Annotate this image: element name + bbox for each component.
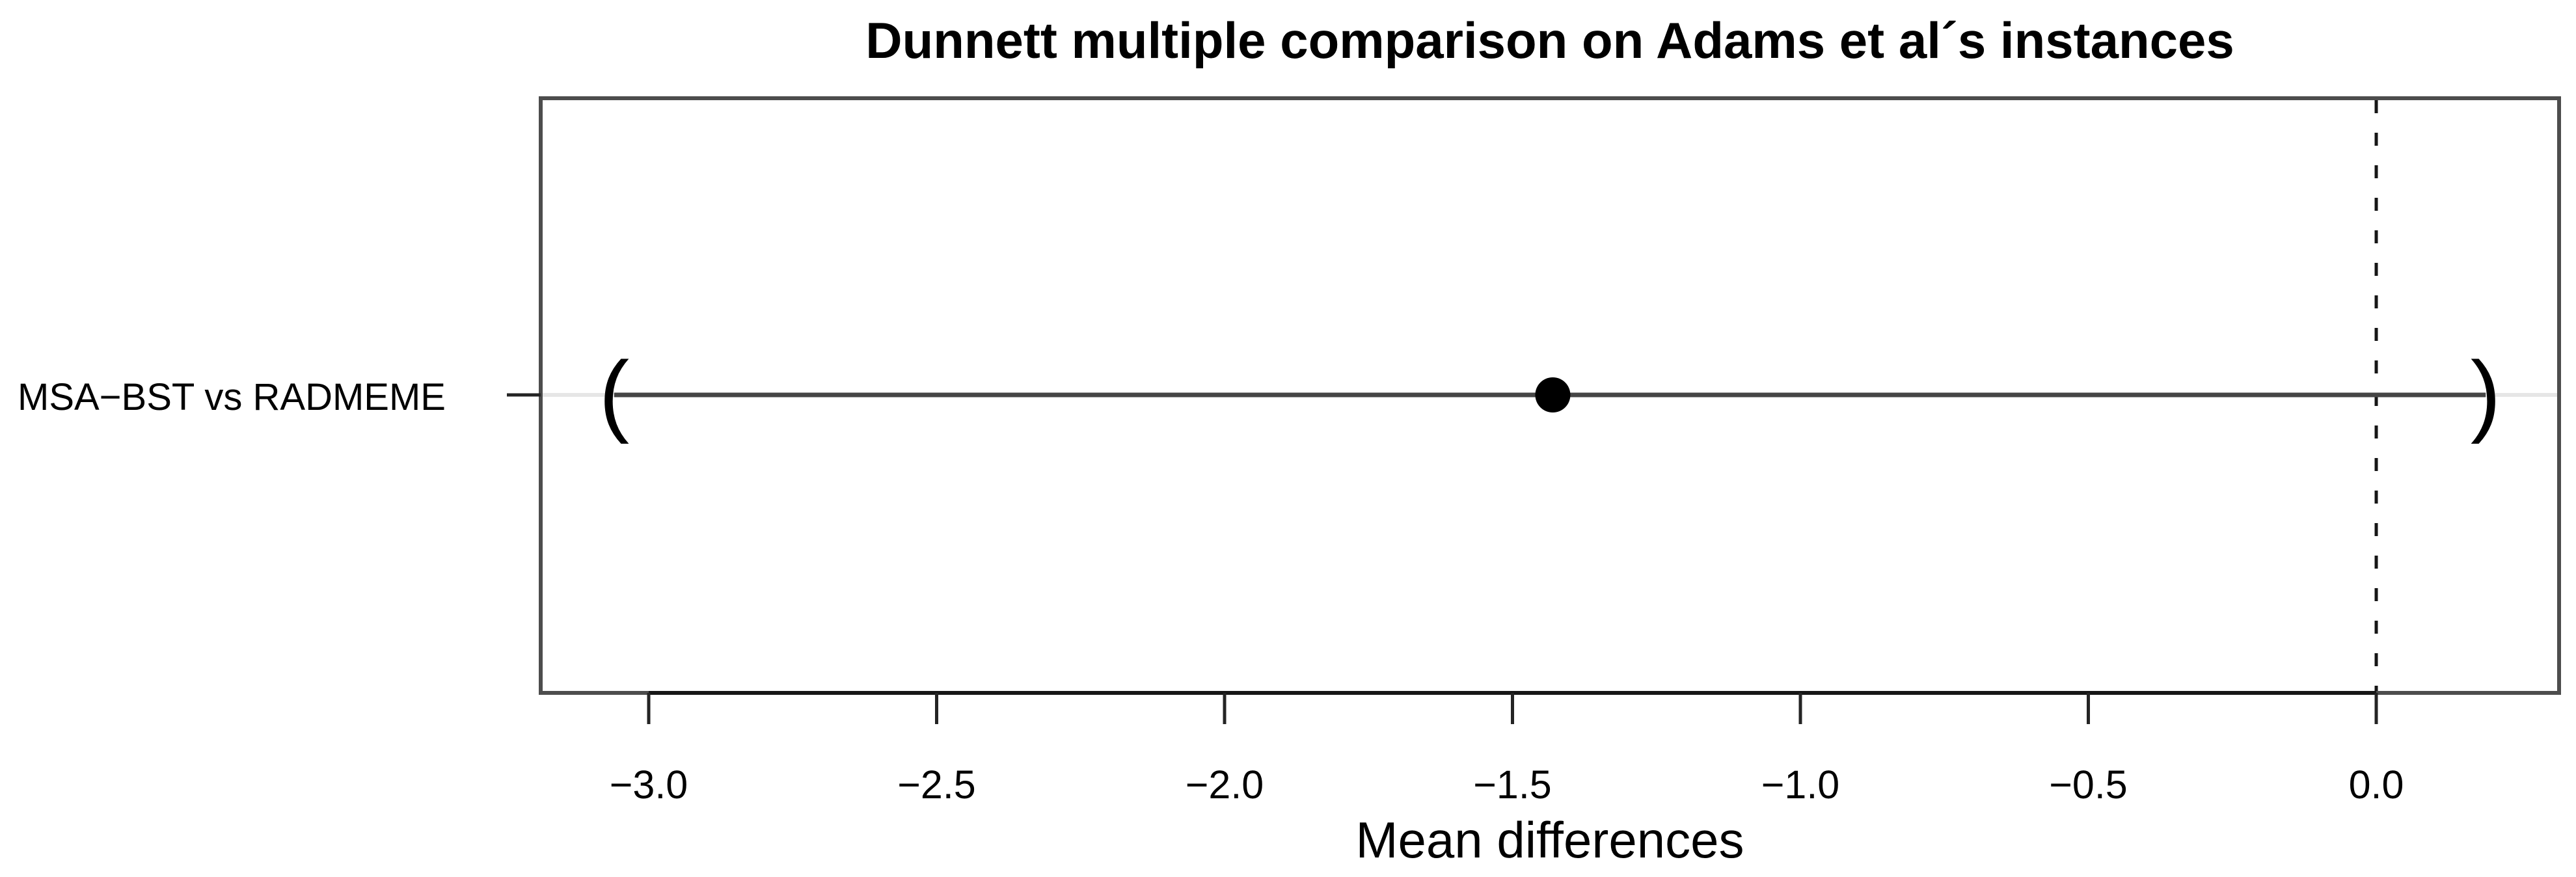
x-tick-label: −3.0 (610, 762, 688, 807)
ci-lower-paren: ( (599, 342, 630, 444)
x-tick-label: −2.5 (897, 762, 975, 807)
x-axis-label: Mean differences (1356, 811, 1744, 869)
x-tick-label: −1.5 (1473, 762, 1551, 807)
x-tick-label: −2.0 (1186, 762, 1264, 807)
estimate-point (1535, 377, 1571, 412)
confidence-intervals: () (599, 342, 2501, 444)
ci-upper-paren: ) (2471, 342, 2501, 444)
x-tick-label: −1.0 (1761, 762, 1839, 807)
chart-title: Dunnett multiple comparison on Adams et … (865, 12, 2234, 69)
x-tick-label: 0.0 (2349, 762, 2404, 807)
y-tick-label: MSA−BST vs RADMEME (18, 376, 446, 418)
x-axis: −3.0 −2.5 −2.0 −1.5 −1.0 −0.5 0.0 (610, 691, 2404, 807)
x-tick-label: −0.5 (2049, 762, 2127, 807)
